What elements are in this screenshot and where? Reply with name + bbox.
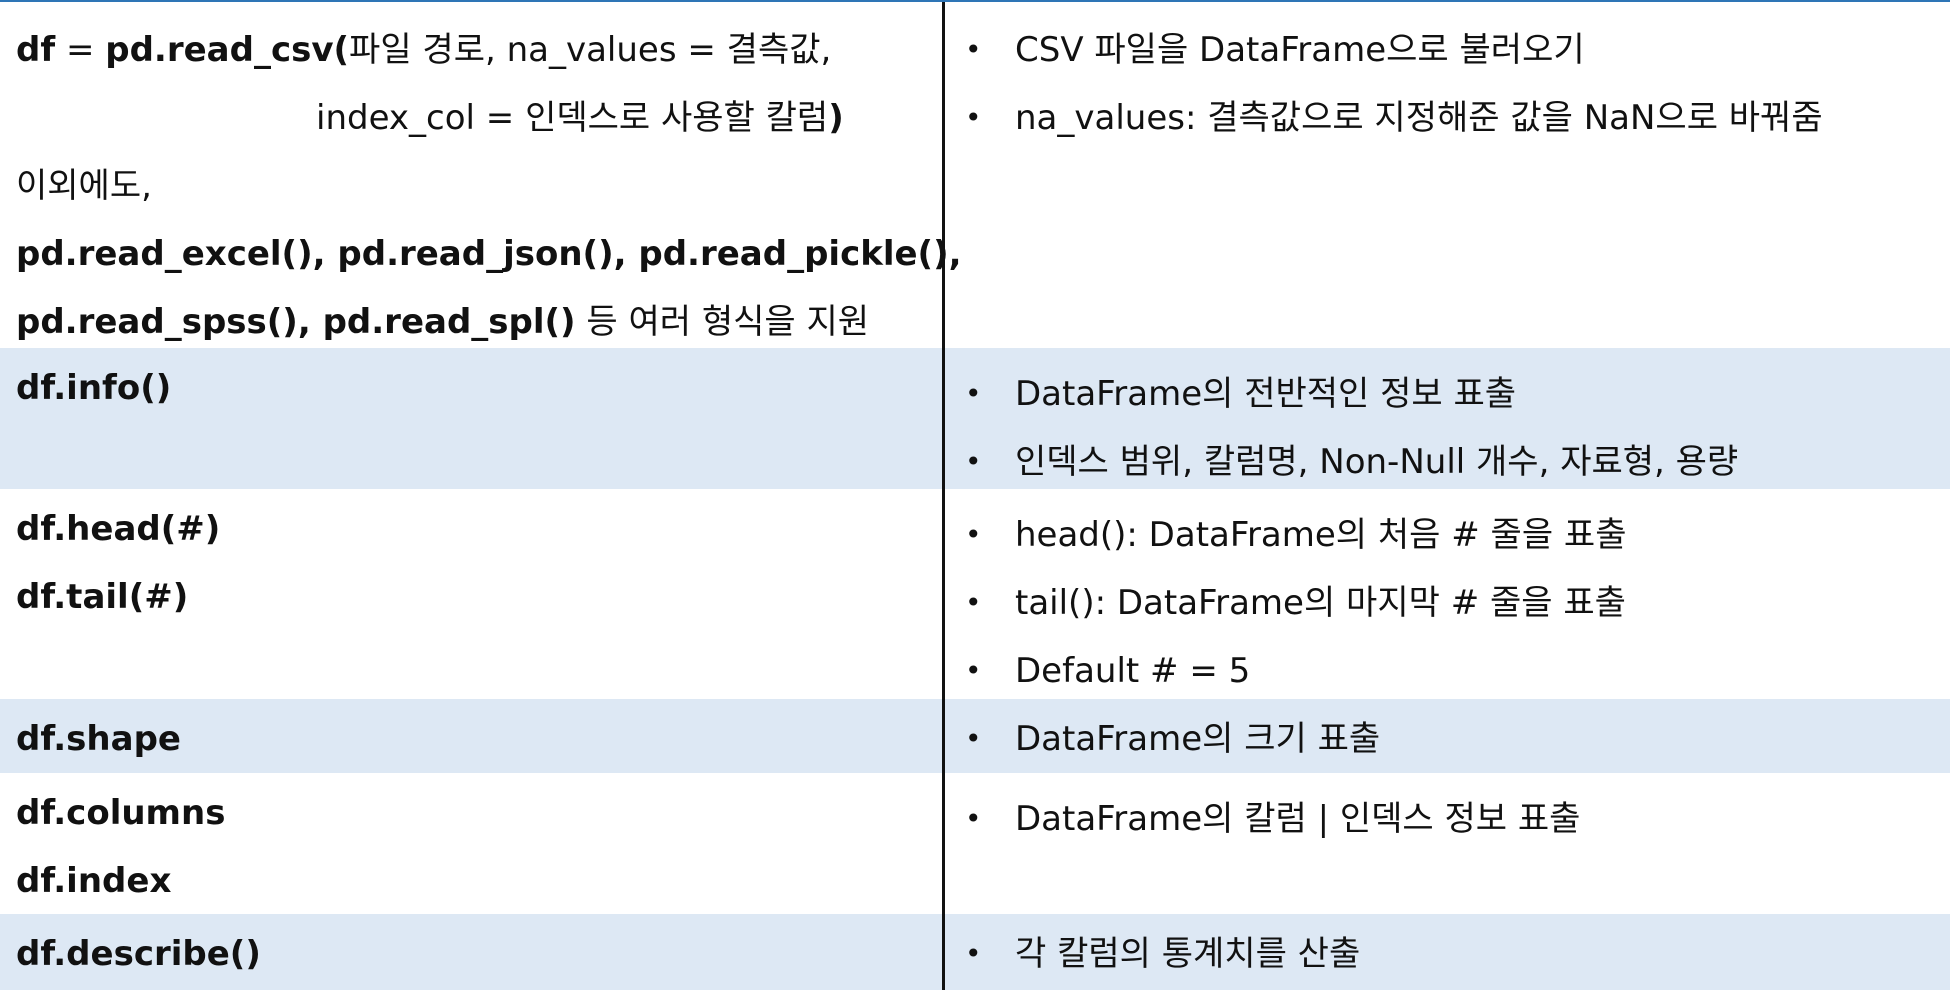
- bullet-icon: •: [965, 937, 982, 970]
- plain-text: 이외에도,: [16, 166, 152, 206]
- table-row: df.head(#) df.tail(#) • head(): DataFrame의 …: [0, 489, 1950, 699]
- plain-text: 파일 경로, na_values = 결측값,: [349, 30, 832, 70]
- table-row: df.columns df.index • DataFrame의 칼럼 | 인덱스 정…: [0, 773, 1950, 914]
- description-text: DataFrame의 전반적인 정보 표출: [1015, 374, 1517, 414]
- description-cell: • 각 칼럼의 통계치를 산출: [945, 914, 1950, 990]
- method-line: index_col = 인덱스로 사용할 칼럼): [16, 84, 942, 152]
- code-text: pd.read_excel(), pd.read_json(), pd.read…: [16, 234, 962, 274]
- description-item: • 인덱스 범위, 칼럼명, Non-Null 개수, 자료형, 용량: [965, 428, 1950, 496]
- description-item: • DataFrame의 칼럼 | 인덱스 정보 표출: [965, 785, 1950, 853]
- description-text: 인덱스 범위, 칼럼명, Non-Null 개수, 자료형, 용량: [1015, 442, 1739, 482]
- bullet-icon: •: [965, 33, 982, 66]
- method-line: df.tail(#): [16, 563, 942, 631]
- method-cell: df = pd.read_csv(파일 경로, na_values = 결측값,…: [0, 2, 962, 348]
- description-text: CSV 파일을 DataFrame으로 불러오기: [1015, 30, 1585, 70]
- bullet-icon: •: [965, 518, 982, 551]
- description-cell: • head(): DataFrame의 처음 # 줄을 표출 • tail(): D…: [945, 489, 1950, 699]
- description-cell: • DataFrame의 크기 표출: [945, 699, 1950, 773]
- description-cell: • CSV 파일을 DataFrame으로 불러오기 • na_values: 결측값…: [945, 2, 1950, 348]
- plain-text: 등 여러 형식을 지원: [575, 302, 870, 342]
- method-line: df.index: [16, 847, 942, 915]
- bullet-icon: •: [965, 586, 982, 619]
- method-line: df.shape: [16, 705, 942, 773]
- bullet-icon: •: [965, 722, 982, 755]
- table-row: df = pd.read_csv(파일 경로, na_values = 결측값,…: [0, 2, 1950, 348]
- method-line: df.columns: [16, 779, 942, 847]
- method-line: df.info(): [16, 354, 942, 422]
- top-rule: [0, 0, 1950, 2]
- description-text: Default # = 5: [1015, 651, 1251, 691]
- code-text: df.head(#): [16, 509, 221, 549]
- description-text: head(): DataFrame의 처음 # 줄을 표출: [1015, 515, 1627, 555]
- plain-text: =: [55, 30, 106, 70]
- description-text: DataFrame의 칼럼 | 인덱스 정보 표출: [1015, 799, 1581, 839]
- description-item: • Default # = 5: [965, 637, 1950, 705]
- bullet-icon: •: [965, 802, 982, 835]
- description-text: na_values: 결측값으로 지정해준 값을 NaN으로 바꿔줌: [1015, 98, 1823, 138]
- bullet-icon: •: [965, 377, 982, 410]
- code-text: ): [828, 98, 844, 138]
- table-row: df.info() • DataFrame의 전반적인 정보 표출 • 인덱스 범위, …: [0, 348, 1950, 489]
- description-item: • tail(): DataFrame의 마지막 # 줄을 표출: [965, 569, 1950, 637]
- code-text: df.columns: [16, 793, 226, 833]
- description-item: • CSV 파일을 DataFrame으로 불러오기: [965, 16, 1950, 84]
- code-text: df.index: [16, 861, 172, 901]
- method-line: df = pd.read_csv(파일 경로, na_values = 결측값,: [16, 16, 942, 84]
- description-text: DataFrame의 크기 표출: [1015, 719, 1381, 759]
- method-line: pd.read_spss(), pd.read_spl() 등 여러 형식을 지…: [16, 288, 942, 356]
- code-text: df.tail(#): [16, 577, 189, 617]
- method-cell: df.shape: [0, 699, 945, 773]
- description-item: • head(): DataFrame의 처음 # 줄을 표출: [965, 501, 1950, 569]
- code-text: pd.read_csv(: [105, 30, 350, 70]
- description-item: • DataFrame의 크기 표출: [965, 705, 1950, 773]
- table-row: df.shape • DataFrame의 크기 표출: [0, 699, 1950, 773]
- code-text: df.shape: [16, 719, 181, 759]
- bullet-icon: •: [965, 654, 982, 687]
- method-line: df.describe(): [16, 920, 942, 988]
- code-text: df.info(): [16, 368, 172, 408]
- table-row: df.describe() • 각 칼럼의 통계치를 산출: [0, 914, 1950, 990]
- code-text: df.describe(): [16, 934, 261, 974]
- method-cell: df.info(): [0, 348, 945, 489]
- method-line: pd.read_excel(), pd.read_json(), pd.read…: [16, 220, 962, 288]
- description-cell: • DataFrame의 전반적인 정보 표출 • 인덱스 범위, 칼럼명, Non-…: [945, 348, 1950, 489]
- method-line: 이외에도,: [16, 152, 942, 220]
- code-text: pd.read_spss(), pd.read_spl(): [16, 302, 576, 342]
- code-text: df: [16, 30, 56, 70]
- description-text: 각 칼럼의 통계치를 산출: [1015, 934, 1361, 974]
- description-item: • na_values: 결측값으로 지정해준 값을 NaN으로 바꿔줌: [965, 84, 1950, 152]
- description-text: tail(): DataFrame의 마지막 # 줄을 표출: [1015, 583, 1626, 623]
- method-cell: df.describe(): [0, 914, 945, 990]
- method-line: df.head(#): [16, 495, 942, 563]
- plain-text: index_col = 인덱스로 사용할 칼럼: [316, 98, 829, 138]
- bullet-icon: •: [965, 101, 982, 134]
- bullet-icon: •: [965, 445, 982, 478]
- description-item: • 각 칼럼의 통계치를 산출: [965, 920, 1950, 988]
- description-item: • DataFrame의 전반적인 정보 표출: [965, 360, 1950, 428]
- description-cell: • DataFrame의 칼럼 | 인덱스 정보 표출: [945, 773, 1950, 914]
- method-cell: df.head(#) df.tail(#): [0, 489, 945, 699]
- method-cell: df.columns df.index: [0, 773, 945, 914]
